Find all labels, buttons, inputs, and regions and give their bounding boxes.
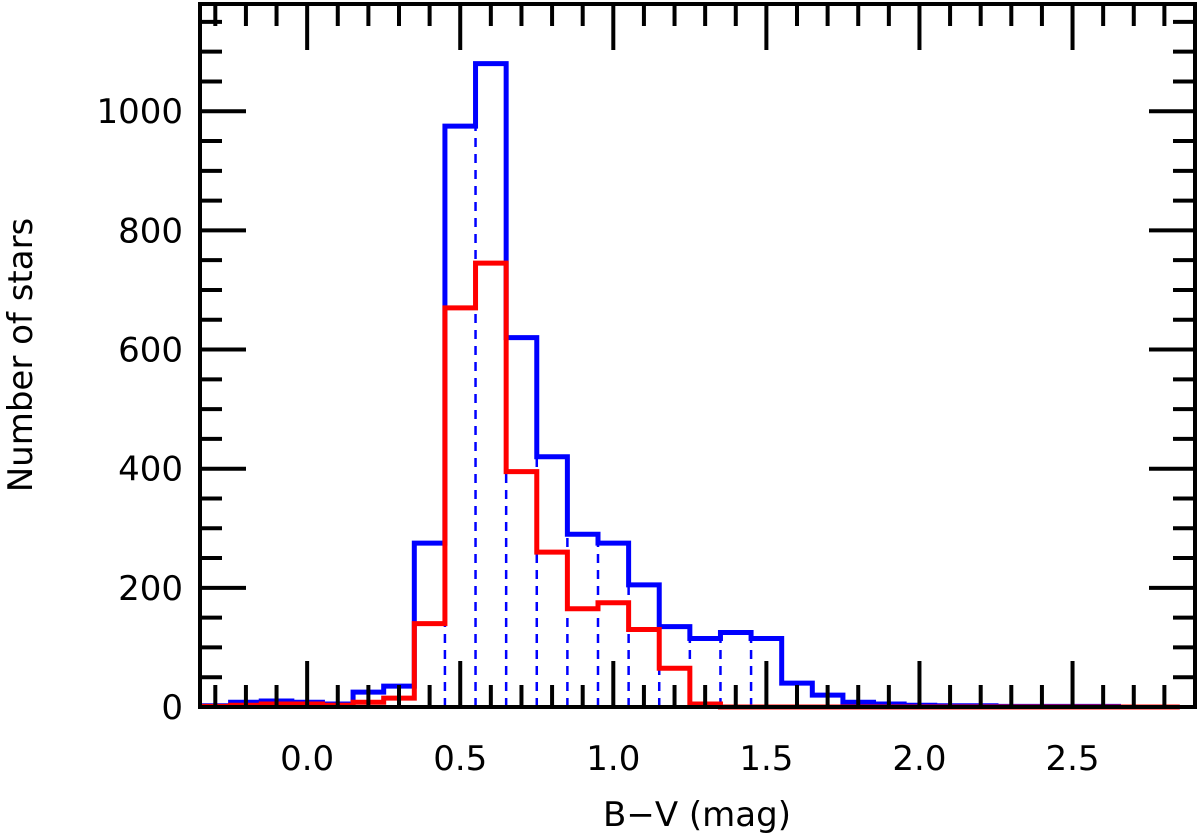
y-tick-label-1: 200 [118, 569, 183, 609]
y-tick-label-2: 400 [118, 450, 183, 490]
histogram-series-layer [200, 61, 1180, 710]
y-axis-label: Number of stars [1, 218, 41, 493]
y-tick-label-5: 1000 [96, 92, 183, 132]
plot-frame [198, 2, 1197, 709]
y-tick-label-0: 0 [161, 688, 183, 728]
y-tick-label-3: 600 [118, 331, 183, 371]
x-tick-label-0: 0.0 [280, 739, 334, 779]
x-tick-label-5: 2.5 [1045, 739, 1099, 779]
tick-labels: 0.0 0.5 1.0 1.5 2.0 2.5 0 200 400 600 800 1000 [96, 92, 1099, 779]
x-tick-label-1: 0.5 [433, 739, 487, 779]
axis-ticks [200, 4, 1195, 709]
series-0-step-line [200, 61, 1180, 710]
y-tick-label-4: 800 [118, 211, 183, 251]
x-tick-label-3: 1.5 [739, 739, 793, 779]
x-tick-label-4: 2.0 [892, 739, 946, 779]
x-tick-label-2: 1.0 [586, 739, 640, 779]
x-axis-label: B−V (mag) [603, 795, 791, 835]
